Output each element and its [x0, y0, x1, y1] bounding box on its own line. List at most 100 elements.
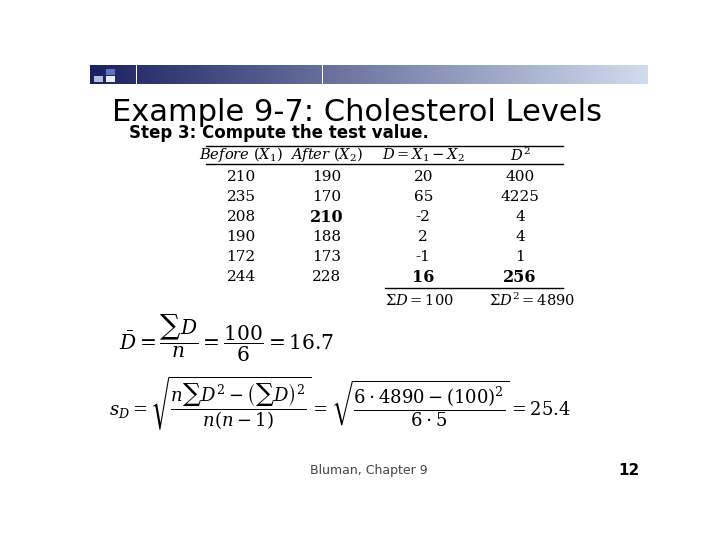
Bar [365, 65, 367, 84]
Text: -2: -2 [416, 210, 431, 224]
Bar [148, 65, 150, 84]
Bar [486, 65, 488, 84]
Bar [157, 65, 159, 84]
Bar [360, 65, 361, 84]
Bar [574, 65, 575, 84]
Bar [527, 65, 529, 84]
Bar [624, 65, 626, 84]
Bar [235, 65, 237, 84]
Bar [336, 65, 338, 84]
Bar [94, 76, 103, 82]
Bar [568, 65, 570, 84]
Bar [529, 65, 531, 84]
Bar [135, 65, 137, 84]
Bar [598, 65, 600, 84]
Bar [399, 65, 400, 84]
Bar [631, 65, 633, 84]
Bar [153, 65, 155, 84]
Bar [386, 65, 387, 84]
Bar [240, 65, 243, 84]
Bar [127, 65, 129, 84]
Bar [508, 65, 510, 84]
Text: 244: 244 [227, 271, 256, 285]
Text: 4225: 4225 [500, 190, 539, 204]
Bar [347, 65, 348, 84]
Text: 210: 210 [310, 209, 343, 226]
Bar [540, 65, 542, 84]
Bar [626, 65, 628, 84]
Bar [320, 65, 323, 84]
Bar [507, 65, 508, 84]
Bar [233, 65, 235, 84]
Text: Before $(X_1)$: Before $(X_1)$ [199, 145, 283, 164]
Bar [103, 65, 105, 84]
Bar [534, 65, 536, 84]
Bar [449, 65, 451, 84]
Bar [557, 65, 559, 84]
Bar [593, 65, 594, 84]
Bar [120, 65, 122, 84]
Bar [166, 65, 168, 84]
Bar [451, 65, 453, 84]
Bar [526, 65, 527, 84]
Bar [253, 65, 256, 84]
Bar [393, 65, 395, 84]
Bar [220, 65, 222, 84]
Bar [258, 65, 259, 84]
Bar [215, 65, 217, 84]
Bar [390, 65, 392, 84]
Bar [606, 65, 607, 84]
Bar [170, 65, 172, 84]
Bar [124, 65, 125, 84]
Bar [428, 65, 431, 84]
Bar [204, 65, 205, 84]
Bar [94, 65, 96, 84]
Bar [293, 65, 294, 84]
Bar [427, 65, 428, 84]
Bar [641, 65, 642, 84]
Bar [377, 65, 378, 84]
Bar [252, 65, 253, 84]
Bar [477, 65, 479, 84]
Bar [635, 65, 637, 84]
Bar [481, 65, 482, 84]
Bar [137, 65, 138, 84]
Bar [271, 65, 272, 84]
Bar [179, 65, 181, 84]
Bar [510, 65, 512, 84]
Bar [603, 65, 606, 84]
Bar [122, 65, 124, 84]
Bar [562, 65, 564, 84]
Bar [265, 65, 266, 84]
Bar [395, 65, 397, 84]
Bar [138, 65, 140, 84]
Bar [269, 65, 271, 84]
Bar [185, 65, 186, 84]
Bar [566, 65, 568, 84]
Bar [352, 65, 354, 84]
Bar [161, 65, 163, 84]
Bar [459, 65, 460, 84]
Bar [243, 65, 244, 84]
Bar [412, 65, 413, 84]
Text: 1: 1 [516, 251, 525, 264]
Bar [101, 65, 103, 84]
Bar [629, 65, 631, 84]
Bar [354, 65, 356, 84]
Bar [469, 65, 472, 84]
Bar [587, 65, 588, 84]
Bar [230, 65, 231, 84]
Bar [607, 65, 609, 84]
Bar [453, 65, 454, 84]
Bar [588, 65, 590, 84]
Bar [479, 65, 481, 84]
Bar [581, 65, 583, 84]
Bar [392, 65, 393, 84]
Bar [186, 65, 189, 84]
Bar [473, 65, 475, 84]
Bar [642, 65, 644, 84]
Bar [583, 65, 585, 84]
Bar [367, 65, 369, 84]
Text: 400: 400 [505, 170, 535, 184]
Bar [313, 65, 315, 84]
